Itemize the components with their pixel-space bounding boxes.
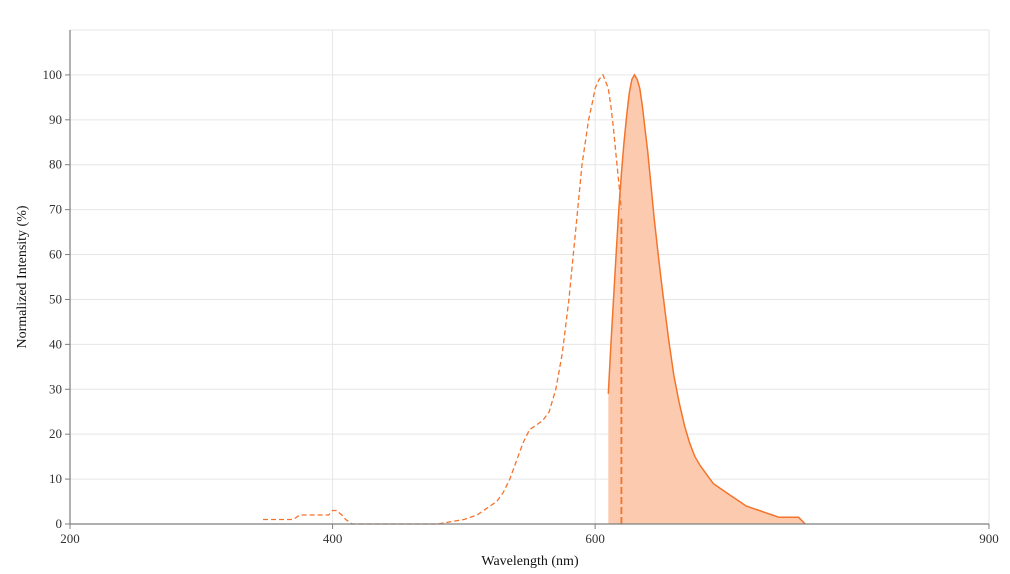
y-tick-label: 0: [56, 516, 63, 531]
y-tick-label: 10: [49, 471, 62, 486]
y-tick-label: 60: [49, 247, 62, 262]
y-tick-label: 40: [49, 336, 62, 351]
y-tick-label: 100: [43, 67, 63, 82]
y-tick-label: 90: [49, 112, 62, 127]
axes: [65, 30, 990, 529]
y-tick-label: 30: [49, 381, 62, 396]
grid-lines: [69, 29, 990, 525]
x-tick-label: 400: [323, 531, 343, 546]
x-tick-label: 600: [585, 531, 605, 546]
spectrum-lines-layer: [263, 73, 806, 525]
emission-line: [607, 73, 806, 525]
y-tick-label: 80: [49, 157, 62, 172]
y-tick-label: 20: [49, 426, 62, 441]
y-axis-title: Normalized Intensity (%): [15, 205, 30, 348]
emission-area-fill: [608, 74, 806, 525]
x-tick-label: 900: [979, 531, 999, 546]
x-axis-title: Wavelength (nm): [481, 554, 579, 569]
y-tick-label: 50: [49, 291, 62, 306]
emission-area-layer: [608, 74, 806, 525]
x-tick-label: 200: [60, 531, 80, 546]
tick-labels: 0 10 20 30 40 50 60 70 80 90 100 200 400 600 900: [43, 67, 999, 546]
excitation-line: [263, 73, 623, 525]
y-tick-label: 70: [49, 202, 62, 217]
